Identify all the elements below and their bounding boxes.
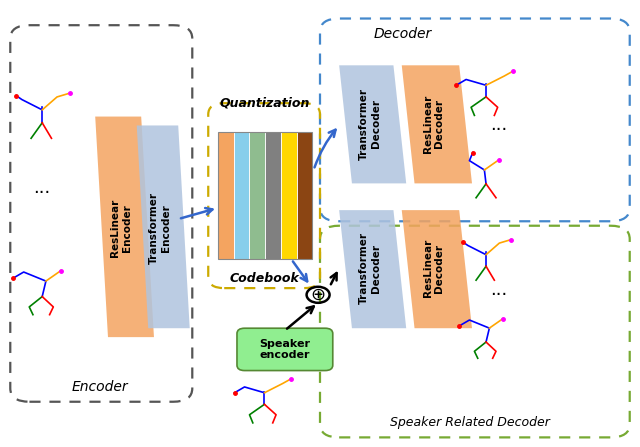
Bar [218,132,312,259]
Polygon shape [137,126,189,328]
Bar [218,132,234,259]
Bar [281,132,296,259]
FancyBboxPatch shape [237,328,333,371]
Polygon shape [95,117,154,337]
Polygon shape [402,210,472,328]
Text: Speaker
encoder: Speaker encoder [259,338,310,360]
Text: Transformer
Encoder: Transformer Encoder [149,192,170,264]
Text: ⊕: ⊕ [310,286,326,304]
Polygon shape [402,65,472,183]
Bar [250,132,265,259]
Polygon shape [339,65,406,183]
Text: ResLinear
Encoder: ResLinear Encoder [110,199,132,257]
Text: ...: ... [490,281,508,299]
Text: Speaker Related Decoder: Speaker Related Decoder [390,416,550,430]
Text: ResLinear
Decoder: ResLinear Decoder [423,95,444,153]
Text: Encoder: Encoder [72,380,128,394]
Text: Decoder: Decoder [374,26,432,41]
Polygon shape [339,210,406,328]
Text: ...: ... [490,117,508,135]
Text: Codebook: Codebook [230,272,300,285]
Text: ...: ... [33,179,51,197]
Text: Transformer
Decoder: Transformer Decoder [359,232,381,304]
Text: Quantization: Quantization [220,97,310,110]
Bar [234,132,250,259]
Text: Transformer
Decoder: Transformer Decoder [359,88,381,160]
Text: ResLinear
Decoder: ResLinear Decoder [423,239,444,297]
Bar [265,132,281,259]
Bar [296,132,312,259]
